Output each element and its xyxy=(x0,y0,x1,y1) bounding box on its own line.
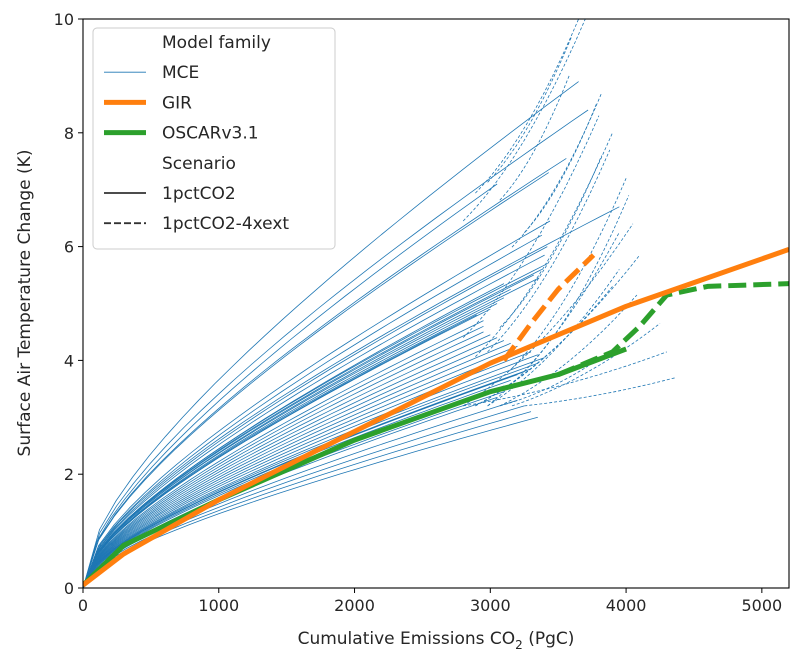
mce-1pctco2-line xyxy=(83,342,511,588)
mce-4xext-line xyxy=(487,149,611,353)
mce-1pctco2-line xyxy=(83,246,548,588)
y-tick-label: 0 xyxy=(64,579,74,598)
x-tick-label: 4000 xyxy=(606,596,647,615)
mce-1pctco2-line xyxy=(83,337,498,588)
y-tick-label: 4 xyxy=(64,351,74,370)
mce-4xext-line xyxy=(511,92,602,248)
legend: Model family MCE GIR OSCARv3.1 Scenario 1pctC… xyxy=(92,27,336,250)
x-axis-label: Cumulative Emissions CO2 (PgC) xyxy=(298,629,575,652)
mce-1pctco2-line xyxy=(83,269,543,588)
mce-1pctco2-line xyxy=(83,220,551,588)
legend-label: GIR xyxy=(162,93,192,113)
model-lines xyxy=(83,247,789,588)
mce-4xext-line xyxy=(499,294,638,407)
mce-1pctco2-line xyxy=(83,331,484,588)
mce-1pctco2-line xyxy=(83,416,538,588)
mce-4xext-line xyxy=(499,75,570,201)
mce-1pctco2-line xyxy=(83,362,538,588)
y-tick-label: 8 xyxy=(64,124,74,143)
mce-1pctco2-line xyxy=(83,206,620,588)
legend-label: OSCARv3.1 xyxy=(162,124,259,144)
mce-1pctco2-line xyxy=(83,158,567,588)
mce-1pctco2-line xyxy=(83,334,491,588)
x-tick-label: 2000 xyxy=(334,596,375,615)
y-tick-label: 10 xyxy=(54,10,74,29)
mce-1pctco2-line xyxy=(83,288,511,588)
legend-label: Scenario xyxy=(162,154,236,174)
mce-4xext-line xyxy=(511,178,627,369)
legend-frame xyxy=(92,27,336,250)
x-tick-label: 3000 xyxy=(470,596,511,615)
mce-1pctco2-line xyxy=(83,314,477,588)
gir-4xext-line xyxy=(501,253,596,362)
mce-4xext-line xyxy=(524,377,677,407)
mce-4xext-line xyxy=(487,35,573,183)
mce-1pctco2-line xyxy=(83,345,518,588)
oscarv3-1-4xext-line xyxy=(557,281,789,377)
mce-4xext-line xyxy=(523,104,597,233)
mce-1pctco2-line xyxy=(83,283,505,588)
mce-1pctco2-line xyxy=(83,354,538,588)
mce-1pctco2-line xyxy=(83,297,505,588)
gir-1pctco2-line xyxy=(83,247,789,588)
y-axis-label: Surface Air Temperature Change (K) xyxy=(15,150,35,457)
x-tick-label: 5000 xyxy=(741,596,782,615)
legend-label: 1pctCO2 xyxy=(162,184,236,204)
mce-1pctco2-line xyxy=(83,348,525,588)
mce-4xext-line xyxy=(499,365,589,407)
x-tick-label: 1000 xyxy=(198,596,239,615)
x-tick-label: 0 xyxy=(78,596,88,615)
mce-4xext-line xyxy=(475,19,579,194)
y-tick-label: 6 xyxy=(64,238,74,257)
y-tick-label: 2 xyxy=(64,465,74,484)
mce-1pctco2-line xyxy=(83,183,498,588)
mce-1pctco2-line xyxy=(83,340,505,588)
mce-1pctco2-line xyxy=(83,274,534,588)
mce-4xext-line xyxy=(462,19,586,222)
mce-1pctco2-line xyxy=(83,81,579,588)
mce-4xext-line xyxy=(462,223,634,407)
mce-1pctco2-line xyxy=(83,234,543,588)
legend-label: Model family xyxy=(162,33,271,53)
mce-4xext-line xyxy=(475,286,613,407)
plot-frame xyxy=(82,18,790,589)
mce-4xext-line xyxy=(487,269,620,407)
legend-label: 1pctCO2-4xext xyxy=(162,214,289,234)
mce-4xext-line xyxy=(462,115,600,338)
y-axis-ticks: 0 2 4 6 8 10 xyxy=(54,10,83,598)
mce-4xext-line xyxy=(463,351,667,407)
mce-4xext-line xyxy=(499,155,602,328)
mce-1pctco2-line xyxy=(83,254,545,588)
mce-1pctco2-line xyxy=(83,357,545,588)
mce-1pctco2-line xyxy=(83,172,549,588)
mce-1pctco2-line xyxy=(83,109,589,588)
mce-1pctco2-line xyxy=(83,303,498,588)
legend-label: MCE xyxy=(162,63,199,83)
x-axis-ticks: 0 1000 2000 3000 4000 5000 xyxy=(78,588,782,615)
mce-1pctco2-line xyxy=(83,325,484,588)
mce-1pctco2-line xyxy=(83,320,484,588)
mce-4xext-line xyxy=(511,323,661,407)
